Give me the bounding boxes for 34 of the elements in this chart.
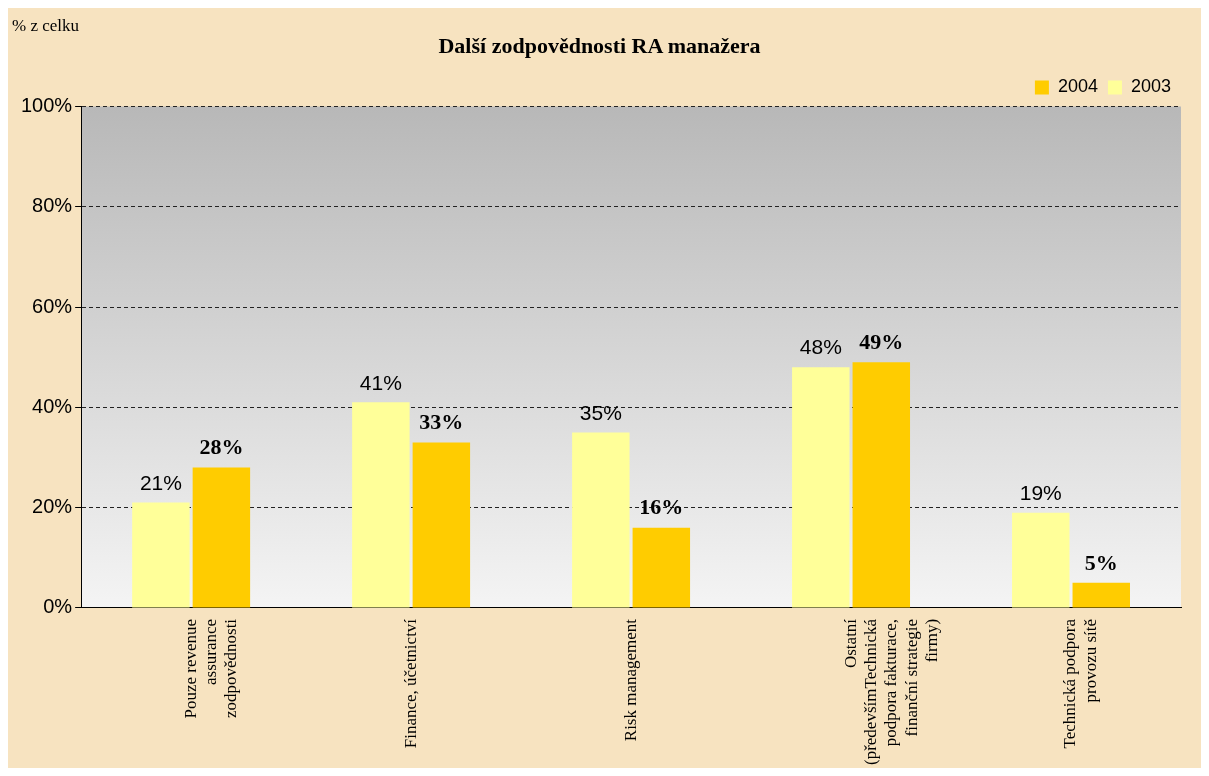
data-label: 33%	[419, 409, 464, 435]
chart-title: Další zodpovědnosti RA manažera	[438, 32, 761, 58]
data-label: 19%	[1019, 480, 1062, 504]
bar	[792, 367, 850, 608]
y-tick-label: 0%	[43, 595, 73, 618]
x-tick-label: Ostatní (předevšímTechnická podpora fakturace, finanční strategie firmy)	[840, 618, 942, 765]
bar	[572, 432, 630, 608]
bar	[1012, 512, 1070, 608]
bar	[632, 527, 691, 608]
data-label: 28%	[199, 434, 244, 460]
data-label: 35%	[579, 400, 622, 424]
legend-label: 2004	[1057, 76, 1098, 97]
y-tick-label: 100%	[21, 93, 73, 116]
data-label: 48%	[799, 335, 842, 359]
bar	[192, 467, 251, 608]
y-tick-label: 60%	[32, 294, 73, 317]
data-label: 5%	[1084, 549, 1118, 575]
data-label: 21%	[139, 470, 182, 494]
y-tick-label: 80%	[32, 194, 73, 217]
data-label: 49%	[859, 328, 904, 354]
x-tick-label: Risk management	[620, 618, 640, 742]
x-tick-label: Pouze revenue assurance zodpovědnosti	[180, 618, 241, 719]
bar	[1072, 582, 1130, 608]
y-tick-label: 20%	[32, 495, 73, 518]
data-label: 41%	[359, 370, 402, 394]
legend-label: 2003	[1130, 76, 1171, 97]
x-tick-label: Finance, účetnictví	[400, 618, 420, 749]
bar	[352, 402, 410, 608]
bar	[852, 362, 911, 608]
bar	[412, 442, 471, 608]
y-axis-title: % z celku	[12, 15, 80, 35]
bar	[132, 502, 190, 608]
y-tick-label: 40%	[32, 394, 73, 417]
x-tick-label: Technická podpora provozu sítě	[1060, 618, 1100, 749]
